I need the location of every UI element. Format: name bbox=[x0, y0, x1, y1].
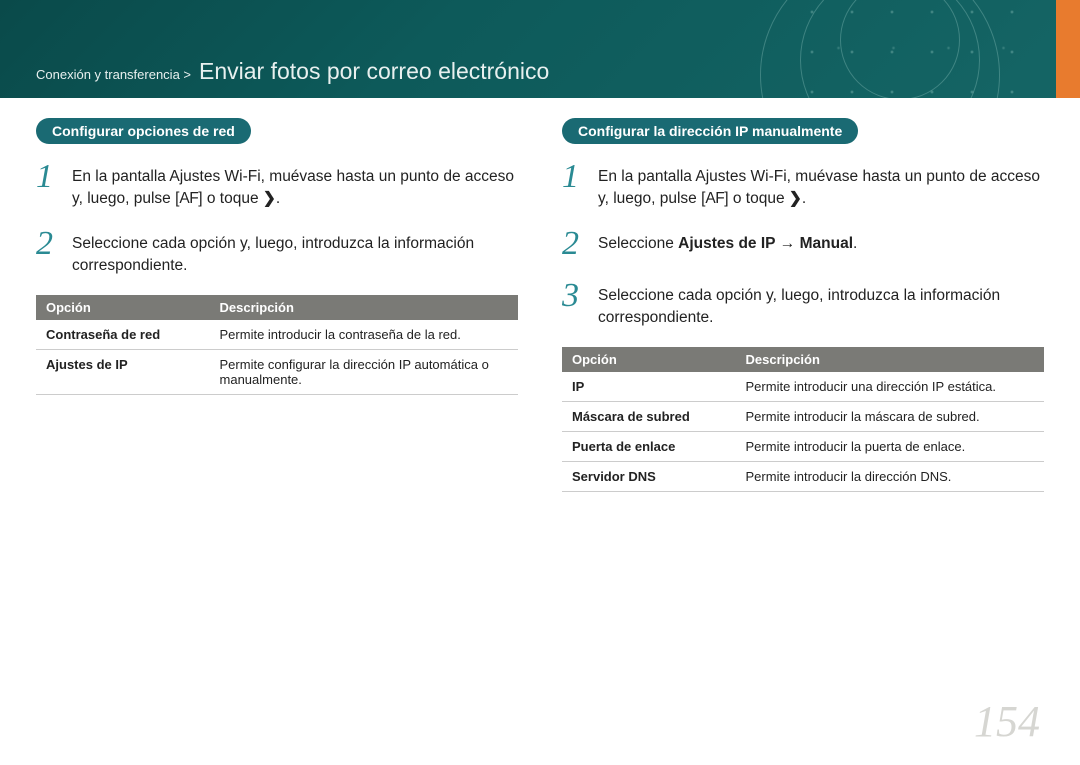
table-cell-desc: Permite introducir una dirección IP está… bbox=[736, 372, 1044, 402]
step-number: 2 bbox=[562, 227, 584, 261]
chevron-icon: ❯ bbox=[263, 188, 276, 210]
table-cell-option: Puerta de enlace bbox=[562, 431, 736, 461]
step-number: 1 bbox=[36, 160, 58, 194]
decor-ring bbox=[760, 0, 1000, 98]
table-cell-option: IP bbox=[562, 372, 736, 402]
step-1-left: 1 En la pantalla Ajustes Wi-Fi, muévase … bbox=[36, 160, 518, 209]
table-cell-desc: Permite configurar la dirección IP autom… bbox=[210, 349, 518, 394]
table-row: Máscara de subred Permite introducir la … bbox=[562, 401, 1044, 431]
table-cell-desc: Permite introducir la dirección DNS. bbox=[736, 461, 1044, 491]
page-title: Enviar fotos por correo electrónico bbox=[199, 58, 549, 85]
page-number: 154 bbox=[974, 696, 1040, 747]
step-text: Seleccione Ajustes de IP → Manual. bbox=[598, 227, 857, 255]
step-1-right: 1 En la pantalla Ajustes Wi-Fi, muévase … bbox=[562, 160, 1044, 209]
table-row: Ajustes de IP Permite configurar la dire… bbox=[36, 349, 518, 394]
options-table-right: Opción Descripción IP Permite introducir… bbox=[562, 347, 1044, 492]
chevron-icon: ❯ bbox=[789, 188, 802, 210]
step-2-right: 2 Seleccione Ajustes de IP → Manual. bbox=[562, 227, 1044, 261]
options-table-left: Opción Descripción Contraseña de red Per… bbox=[36, 295, 518, 395]
table-header-description: Descripción bbox=[210, 295, 518, 320]
step-3-right: 3 Seleccione cada opción y, luego, intro… bbox=[562, 279, 1044, 328]
breadcrumb-section: Conexión y transferencia > bbox=[36, 67, 191, 82]
table-cell-option: Ajustes de IP bbox=[36, 349, 210, 394]
step-text-part: En la pantalla Ajustes Wi-Fi, muévase ha… bbox=[598, 168, 1040, 207]
table-cell-desc: Permite introducir la máscara de subred. bbox=[736, 401, 1044, 431]
af-label: AF bbox=[179, 190, 198, 207]
step-text-part: . bbox=[853, 235, 857, 252]
af-label: AF bbox=[705, 190, 724, 207]
table-header-option: Opción bbox=[562, 347, 736, 372]
step-text: En la pantalla Ajustes Wi-Fi, muévase ha… bbox=[598, 160, 1044, 209]
content-area: Configurar opciones de red 1 En la panta… bbox=[36, 118, 1044, 492]
step-number: 2 bbox=[36, 227, 58, 261]
table-cell-option: Máscara de subred bbox=[562, 401, 736, 431]
step-text-part: Seleccione bbox=[598, 235, 678, 252]
table-row: Servidor DNS Permite introducir la direc… bbox=[562, 461, 1044, 491]
table-cell-desc: Permite introducir la contraseña de la r… bbox=[210, 320, 518, 350]
step-text-part: . bbox=[802, 190, 806, 207]
step-text-part: En la pantalla Ajustes Wi-Fi, muévase ha… bbox=[72, 168, 514, 207]
step-text-part: ] o toque bbox=[724, 190, 789, 207]
table-row: IP Permite introducir una dirección IP e… bbox=[562, 372, 1044, 402]
step-number: 3 bbox=[562, 279, 584, 313]
step-text: Seleccione cada opción y, luego, introdu… bbox=[72, 227, 518, 276]
table-row: Contraseña de red Permite introducir la … bbox=[36, 320, 518, 350]
table-cell-desc: Permite introducir la puerta de enlace. bbox=[736, 431, 1044, 461]
right-column: Configurar la dirección IP manualmente 1… bbox=[562, 118, 1044, 492]
table-header-option: Opción bbox=[36, 295, 210, 320]
table-header-description: Descripción bbox=[736, 347, 1044, 372]
arrow-text: → bbox=[775, 235, 799, 252]
table-cell-option: Servidor DNS bbox=[562, 461, 736, 491]
step-2-left: 2 Seleccione cada opción y, luego, intro… bbox=[36, 227, 518, 276]
left-column: Configurar opciones de red 1 En la panta… bbox=[36, 118, 518, 492]
step-number: 1 bbox=[562, 160, 584, 194]
step-text: Seleccione cada opción y, luego, introdu… bbox=[598, 279, 1044, 328]
bold-text: Ajustes de IP bbox=[678, 235, 775, 252]
bold-text: Manual bbox=[800, 235, 853, 252]
breadcrumb: Conexión y transferencia > Enviar fotos … bbox=[36, 58, 549, 85]
step-text-part: ] o toque bbox=[198, 190, 263, 207]
table-cell-option: Contraseña de red bbox=[36, 320, 210, 350]
section-pill-right: Configurar la dirección IP manualmente bbox=[562, 118, 858, 144]
accent-tab bbox=[1056, 0, 1080, 98]
table-row: Puerta de enlace Permite introducir la p… bbox=[562, 431, 1044, 461]
step-text-part: . bbox=[276, 190, 280, 207]
step-text: En la pantalla Ajustes Wi-Fi, muévase ha… bbox=[72, 160, 518, 209]
section-pill-left: Configurar opciones de red bbox=[36, 118, 251, 144]
